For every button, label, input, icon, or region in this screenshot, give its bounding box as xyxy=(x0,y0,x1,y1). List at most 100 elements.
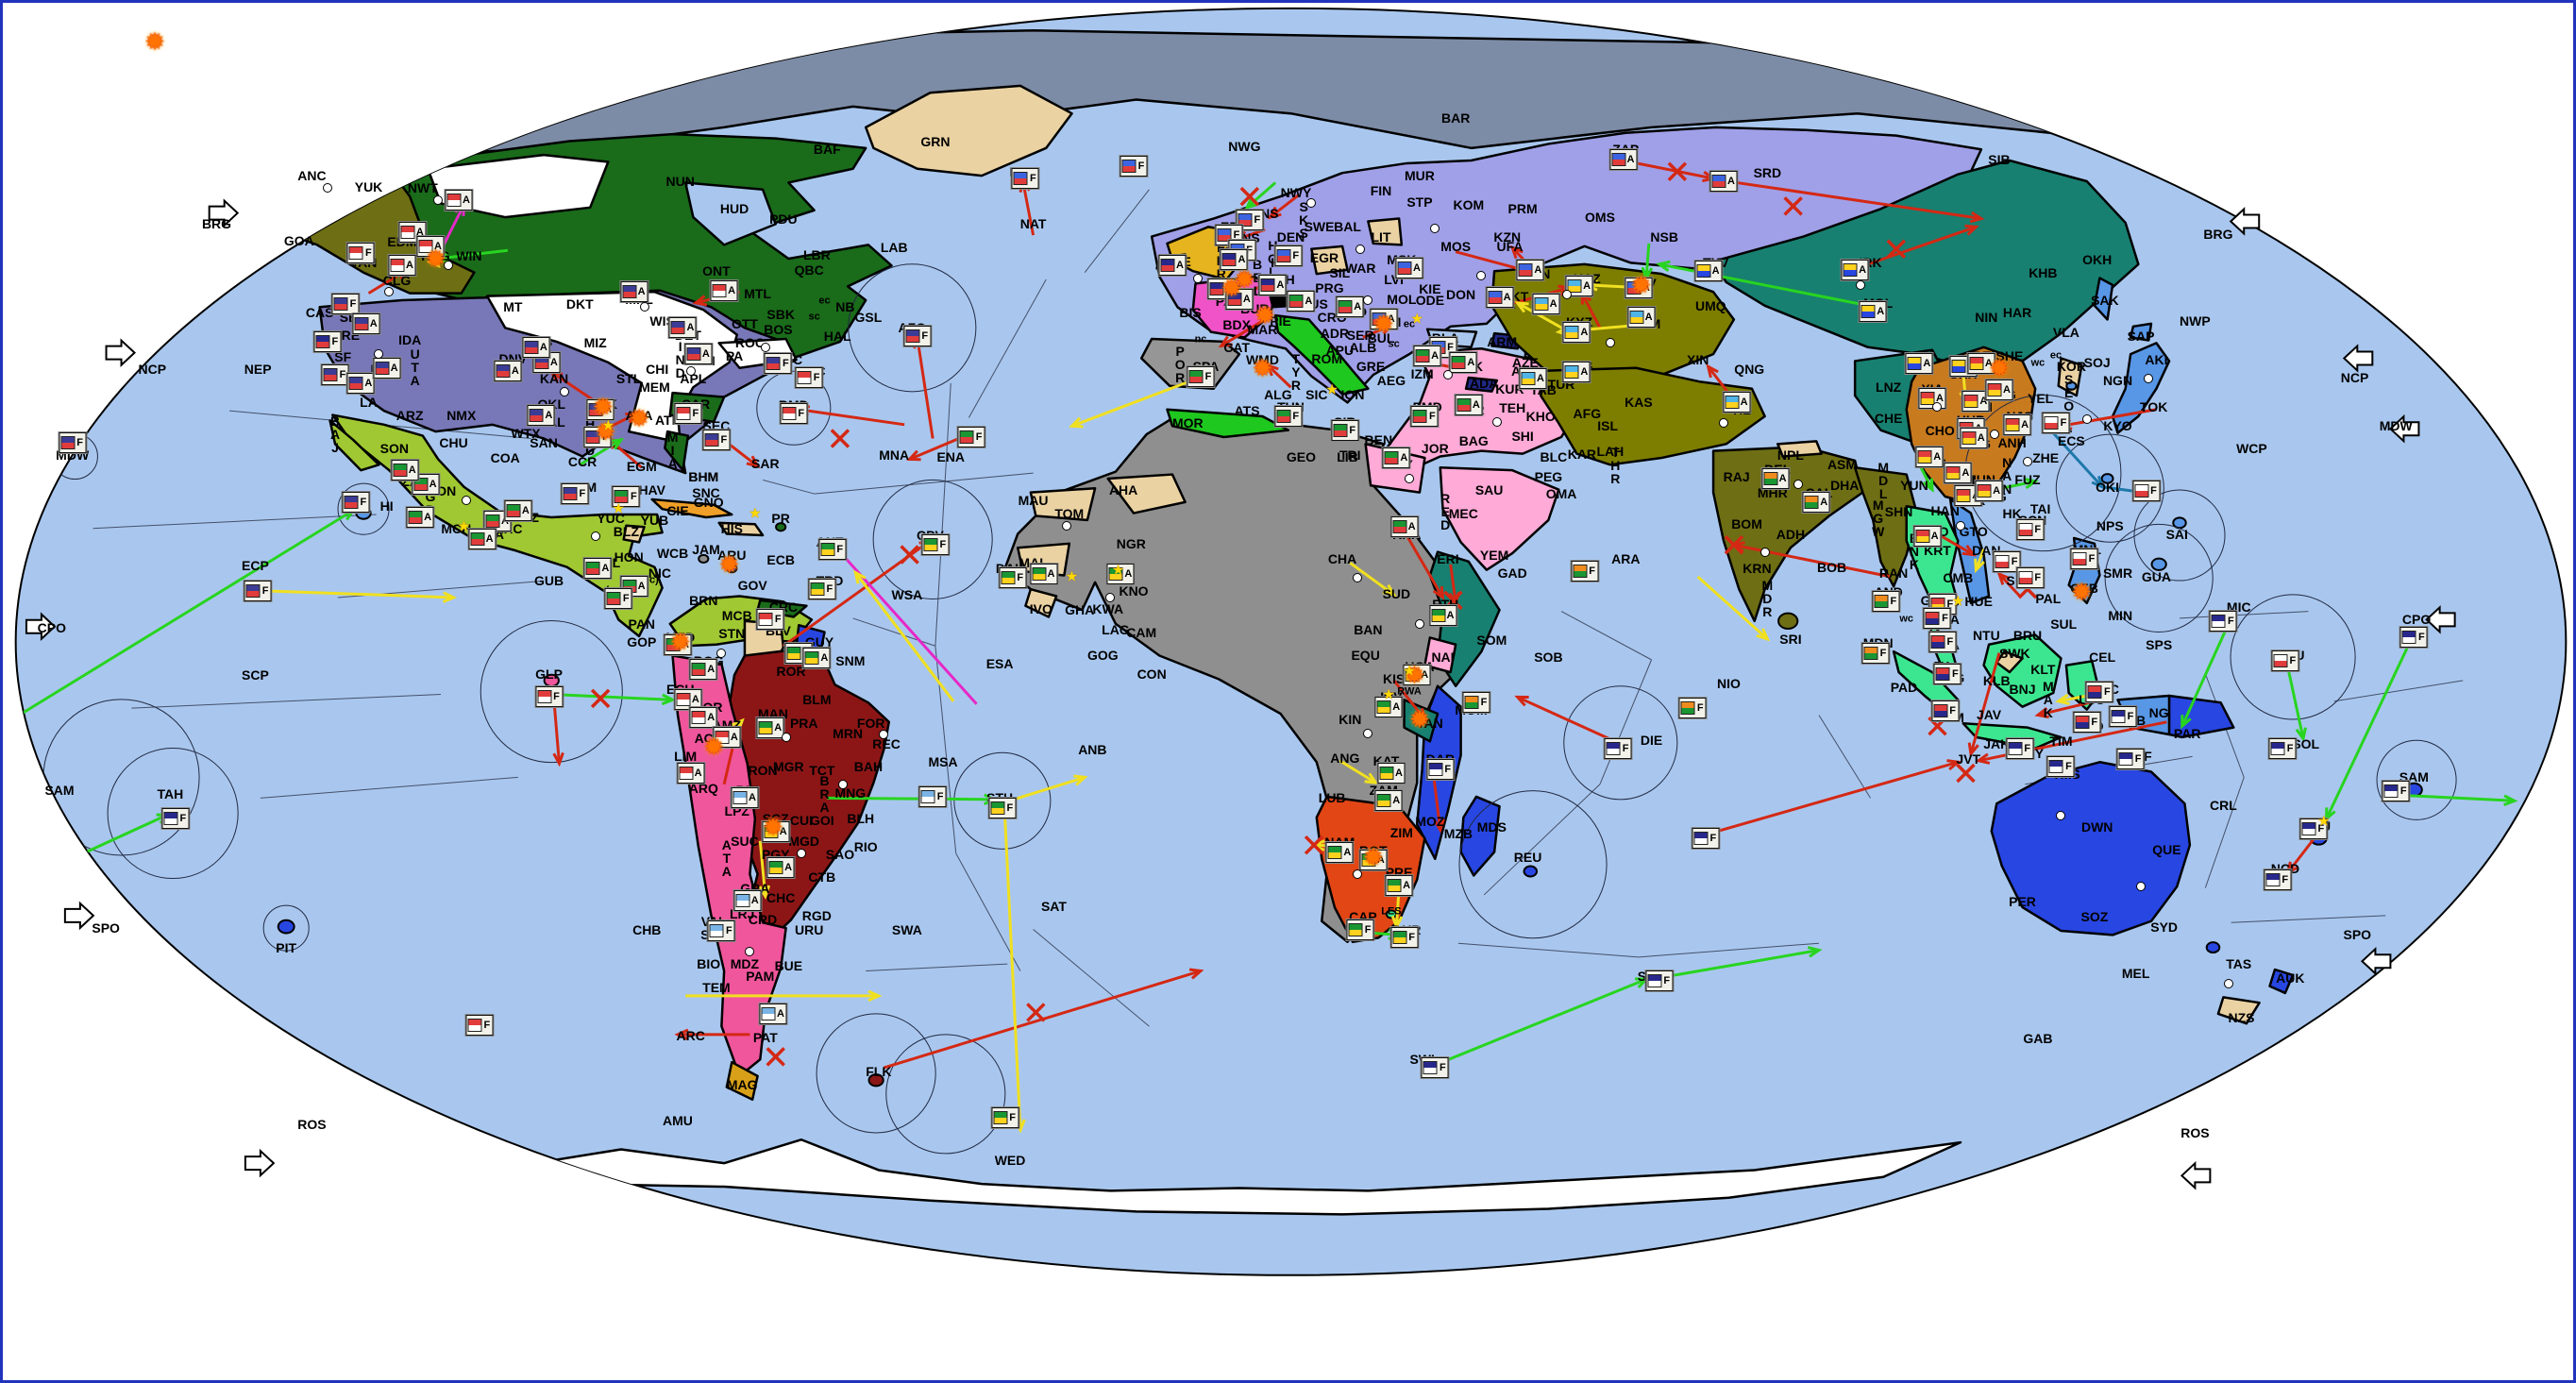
order-arrow[interactable] xyxy=(1339,759,1377,784)
army-unit[interactable]: A xyxy=(1374,696,1403,717)
order-arrow[interactable] xyxy=(1517,696,1619,745)
army-unit[interactable]: A xyxy=(1915,446,1944,467)
army-unit[interactable]: A xyxy=(1403,664,1431,685)
order-arrow[interactable] xyxy=(2180,617,2232,727)
army-unit[interactable]: A xyxy=(1382,447,1410,468)
map-canvas[interactable] xyxy=(3,3,2576,1383)
army-unit[interactable]: A xyxy=(1985,379,2013,401)
order-arrow[interactable] xyxy=(1867,225,1977,266)
army-unit[interactable]: A xyxy=(664,633,692,655)
fleet-unit[interactable]: F xyxy=(59,431,87,453)
order-arrow[interactable] xyxy=(2286,666,2305,739)
order-arrow[interactable] xyxy=(1003,816,1022,1131)
army-unit[interactable]: A xyxy=(346,372,375,394)
land-region[interactable] xyxy=(2268,968,2295,995)
army-unit[interactable]: A xyxy=(406,506,434,528)
fleet-unit[interactable]: F xyxy=(1274,245,1303,267)
army-unit[interactable]: A xyxy=(391,460,419,481)
land-region[interactable] xyxy=(1310,245,1349,276)
army-unit[interactable]: A xyxy=(1325,841,1354,863)
army-unit[interactable]: A xyxy=(1961,390,1990,412)
island[interactable] xyxy=(698,553,710,565)
army-unit[interactable]: A xyxy=(620,281,648,303)
army-unit[interactable]: A xyxy=(1627,306,1656,328)
army-unit[interactable]: A xyxy=(1220,249,1248,271)
army-unit[interactable]: A xyxy=(1030,564,1058,585)
order-arrow[interactable] xyxy=(833,545,978,705)
army-unit[interactable]: A xyxy=(1390,516,1419,538)
army-unit[interactable]: A xyxy=(713,726,741,748)
island[interactable] xyxy=(1777,612,1799,631)
army-unit[interactable]: A xyxy=(483,511,512,532)
fleet-unit[interactable]: F xyxy=(1923,607,1951,629)
fleet-unit[interactable]: F xyxy=(612,486,640,507)
order-arrow[interactable] xyxy=(1696,575,1769,641)
fleet-unit[interactable]: F xyxy=(2116,749,2145,770)
fleet-unit[interactable]: F xyxy=(2382,781,2410,802)
army-unit[interactable]: A xyxy=(504,499,532,521)
army-unit[interactable]: A xyxy=(802,648,831,669)
fleet-unit[interactable]: F xyxy=(918,785,947,807)
land-region[interactable] xyxy=(756,599,808,618)
army-unit[interactable]: A xyxy=(1225,288,1254,310)
order-arrow[interactable] xyxy=(1997,573,2021,598)
fleet-unit[interactable]: F xyxy=(1861,642,1890,664)
army-unit[interactable]: A xyxy=(1287,291,1315,312)
army-unit[interactable]: A xyxy=(762,820,790,842)
fleet-unit[interactable]: F xyxy=(342,491,370,513)
fleet-unit[interactable]: F xyxy=(1872,591,1900,613)
land-region[interactable] xyxy=(2111,342,2171,434)
land-region[interactable] xyxy=(1853,465,1918,588)
army-unit[interactable]: A xyxy=(1967,353,1995,375)
land-region[interactable] xyxy=(683,181,777,246)
army-unit[interactable]: A xyxy=(674,689,702,711)
fleet-unit[interactable]: F xyxy=(1571,561,1599,582)
land-region[interactable] xyxy=(1029,486,1097,522)
land-region[interactable] xyxy=(1711,159,2140,370)
army-unit[interactable]: A xyxy=(1562,321,1591,343)
land-region[interactable] xyxy=(1459,795,1501,877)
fleet-unit[interactable]: F xyxy=(331,294,360,315)
land-region[interactable] xyxy=(328,419,380,472)
order-arrow[interactable] xyxy=(1580,292,1602,329)
fleet-unit[interactable]: F xyxy=(1933,663,1961,684)
fleet-unit[interactable]: F xyxy=(2073,711,2101,733)
fleet-unit[interactable]: F xyxy=(1426,758,1455,780)
fleet-unit[interactable]: F xyxy=(561,483,589,505)
order-arrow[interactable] xyxy=(1455,250,1528,273)
army-unit[interactable]: A xyxy=(1258,274,1287,295)
fleet-unit[interactable]: F xyxy=(1274,406,1303,428)
fleet-unit[interactable]: F xyxy=(465,1014,494,1036)
army-unit[interactable]: A xyxy=(1609,148,1638,170)
army-unit[interactable]: A xyxy=(1413,345,1441,366)
land-region[interactable] xyxy=(1403,699,1440,743)
fleet-unit[interactable]: F xyxy=(1120,155,1148,177)
order-arrow[interactable] xyxy=(1071,375,1204,428)
army-unit[interactable]: A xyxy=(689,659,717,681)
army-unit[interactable]: A xyxy=(494,360,522,381)
land-region[interactable] xyxy=(717,521,765,537)
land-region[interactable] xyxy=(1273,313,1370,396)
army-unit[interactable]: A xyxy=(756,717,784,738)
army-unit[interactable]: A xyxy=(1486,287,1514,309)
order-arrow[interactable] xyxy=(758,840,767,897)
army-unit[interactable]: A xyxy=(1374,790,1403,812)
fleet-unit[interactable]: F xyxy=(321,364,349,386)
army-unit[interactable]: A xyxy=(522,336,550,358)
order-arrow[interactable] xyxy=(1969,652,2001,754)
order-arrow[interactable] xyxy=(438,248,509,261)
fleet-unit[interactable]: F xyxy=(702,429,731,450)
order-arrow[interactable] xyxy=(1702,760,1959,837)
army-unit[interactable]: A xyxy=(1562,362,1591,383)
order-arrow[interactable] xyxy=(579,438,622,466)
order-arrow[interactable] xyxy=(1658,949,1820,980)
fleet-unit[interactable]: F xyxy=(2016,567,2045,589)
land-region[interactable] xyxy=(622,524,646,544)
army-unit[interactable]: A xyxy=(1694,261,1723,282)
army-unit[interactable]: A xyxy=(1519,368,1547,390)
army-unit[interactable]: A xyxy=(1913,526,1942,548)
order-arrow[interactable] xyxy=(1269,194,1300,219)
army-unit[interactable]: A xyxy=(759,1003,787,1024)
order-arrow[interactable] xyxy=(1004,775,1086,804)
